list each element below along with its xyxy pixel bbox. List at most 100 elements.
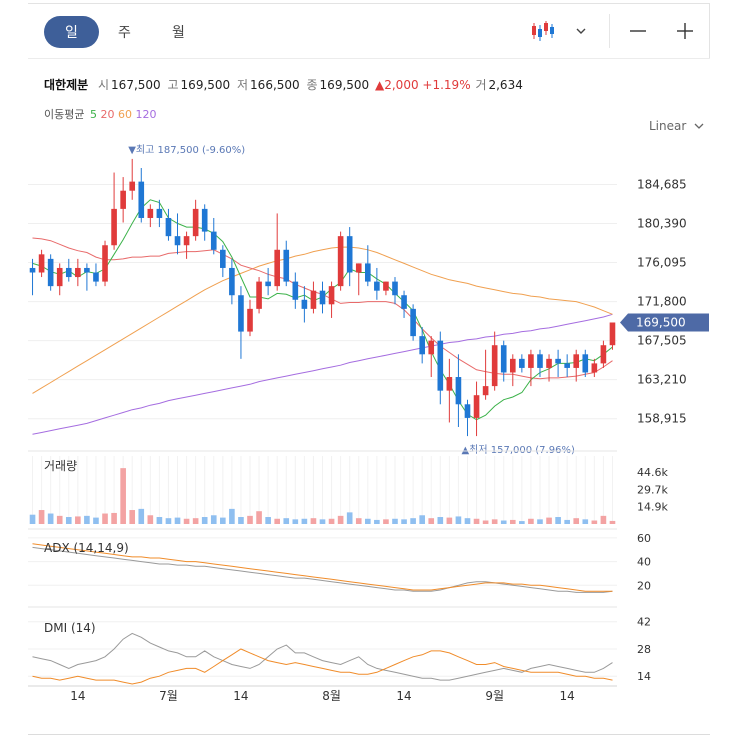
candle-body bbox=[346, 236, 353, 273]
volume-bar bbox=[473, 518, 480, 524]
ma-5[interactable]: 5 bbox=[89, 108, 97, 121]
candle-body bbox=[573, 354, 580, 368]
time-tick-label: 14 bbox=[233, 689, 248, 703]
volume-bar bbox=[392, 518, 398, 524]
volume-bar bbox=[201, 517, 208, 524]
candle-body bbox=[528, 354, 534, 368]
price-tick-label: 180,390 bbox=[637, 217, 687, 231]
volume-bar bbox=[500, 520, 507, 524]
volume-bar bbox=[75, 516, 81, 524]
candle-body bbox=[274, 249, 281, 287]
time-tick-label: 8월 bbox=[322, 689, 341, 703]
open-label: 시 bbox=[98, 78, 110, 92]
candle-body bbox=[301, 299, 308, 309]
header-divider bbox=[28, 58, 710, 59]
bottom-border bbox=[28, 734, 710, 735]
price-tick-label: 184,685 bbox=[637, 177, 687, 191]
ma-20[interactable]: 20 bbox=[100, 108, 115, 121]
low-label: 저 bbox=[237, 78, 249, 92]
volume-bar bbox=[102, 513, 108, 524]
adx-series-line bbox=[32, 546, 613, 593]
volume-bar bbox=[129, 510, 136, 524]
candle-body bbox=[437, 340, 444, 391]
volume-bar bbox=[319, 519, 326, 524]
candle-body bbox=[265, 281, 271, 287]
candle-body bbox=[56, 267, 63, 287]
ma-120[interactable]: 120 bbox=[135, 108, 157, 121]
candle-body bbox=[65, 267, 72, 278]
candle-body bbox=[509, 358, 516, 373]
volume-bar bbox=[446, 517, 453, 524]
scale-dropdown[interactable]: Linear bbox=[649, 119, 704, 133]
dmi-tick-label: 28 bbox=[637, 643, 651, 656]
volume-bar bbox=[120, 468, 126, 524]
volume-bar bbox=[229, 508, 235, 524]
volume-bar bbox=[374, 519, 380, 524]
candle-body bbox=[47, 258, 54, 287]
volume-bar bbox=[38, 510, 45, 524]
candle-body bbox=[156, 208, 163, 218]
candle-body bbox=[410, 308, 416, 337]
candle-body bbox=[482, 386, 489, 396]
volume-bar bbox=[437, 517, 444, 524]
adx-tick-label: 40 bbox=[637, 556, 651, 569]
candle-body bbox=[192, 208, 199, 237]
close-label: 종 bbox=[306, 78, 318, 92]
volume-bar bbox=[328, 518, 335, 524]
candle-body bbox=[537, 354, 543, 368]
candle-body bbox=[419, 336, 425, 355]
volume-bar bbox=[455, 516, 462, 524]
candle-body bbox=[455, 377, 462, 405]
tab-week[interactable]: 주 bbox=[118, 25, 131, 41]
candle-body bbox=[392, 281, 398, 296]
volume-bar bbox=[582, 519, 589, 524]
volume-bar bbox=[247, 515, 253, 524]
tab-month[interactable]: 월 bbox=[172, 25, 185, 41]
candle-body bbox=[138, 181, 145, 218]
volume-bar bbox=[147, 515, 154, 524]
candle-body bbox=[383, 281, 389, 291]
candlestick-chart-icon[interactable] bbox=[527, 16, 557, 46]
price-tick-label: 176,095 bbox=[637, 256, 687, 270]
candle-body bbox=[582, 354, 589, 373]
volume-bar bbox=[183, 518, 190, 524]
volume-tick-label: 14.9k bbox=[637, 501, 668, 514]
volume-bar bbox=[292, 519, 299, 524]
tab-day[interactable]: 일 bbox=[44, 16, 99, 48]
minus-icon[interactable] bbox=[627, 16, 649, 46]
candle-body bbox=[292, 281, 299, 300]
volume-bar bbox=[256, 511, 262, 524]
adx-tick-label: 20 bbox=[637, 579, 651, 592]
candle-body bbox=[220, 249, 226, 268]
candle-body bbox=[428, 340, 435, 355]
ma60-line bbox=[32, 246, 613, 394]
top-border bbox=[28, 3, 710, 4]
volume-bar bbox=[600, 515, 607, 524]
volume-bar bbox=[464, 518, 471, 524]
candle-body bbox=[147, 208, 154, 218]
volume-bar bbox=[537, 519, 543, 524]
open-value: 167,500 bbox=[111, 78, 161, 92]
volume-bar bbox=[555, 517, 561, 524]
ma-60[interactable]: 60 bbox=[117, 108, 132, 121]
adx-series-line bbox=[32, 543, 613, 592]
volume-bar bbox=[165, 518, 172, 524]
volume-bar bbox=[238, 517, 244, 524]
moving-average-legend: 이동평균 5 20 60 120 bbox=[44, 106, 156, 122]
volume-bar bbox=[84, 515, 90, 524]
plus-icon[interactable] bbox=[674, 16, 696, 46]
volume-bar bbox=[509, 519, 516, 524]
volume-bar bbox=[301, 518, 308, 524]
volume-bar bbox=[383, 519, 389, 524]
volume-bar bbox=[274, 518, 281, 524]
volume-bar bbox=[47, 513, 54, 524]
dmi-series-line bbox=[32, 648, 613, 685]
chevron-down-icon[interactable] bbox=[573, 16, 589, 46]
volume-bar bbox=[174, 517, 181, 524]
candle-body bbox=[210, 231, 217, 250]
volume-bar bbox=[111, 512, 117, 524]
scale-label: Linear bbox=[649, 119, 687, 133]
candle-body bbox=[374, 281, 380, 291]
volume-bar bbox=[265, 517, 271, 524]
